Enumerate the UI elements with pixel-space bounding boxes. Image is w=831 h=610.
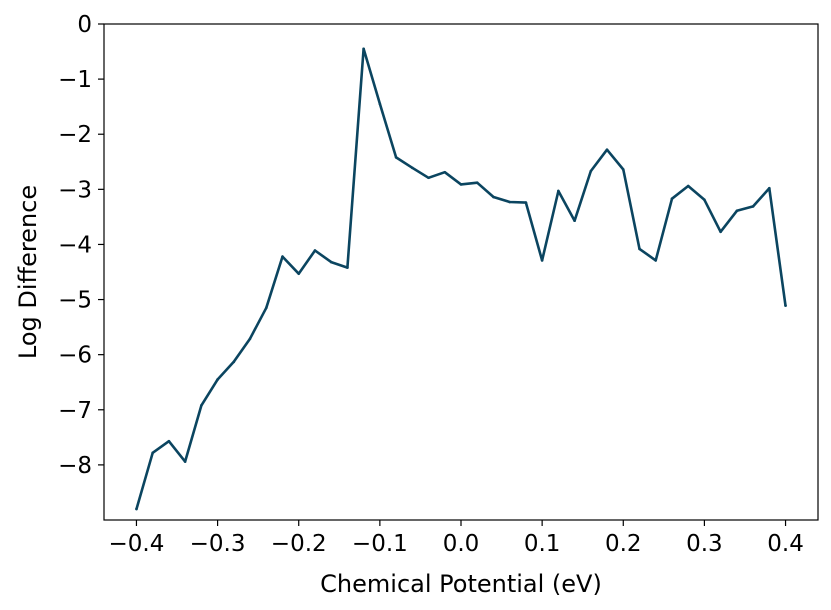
x-axis-ticks: −0.4 −0.3 −0.2 −0.1 0.0 0.1 0.2 0.3 0.4 [109, 520, 804, 557]
data-point [475, 181, 479, 185]
x-tick-label: 0.2 [605, 531, 642, 557]
x-tick-label: 0.0 [443, 531, 480, 557]
y-tick-label: −7 [58, 398, 92, 424]
plot-frame [103, 23, 819, 521]
data-point [443, 170, 447, 174]
data-point [313, 249, 317, 252]
data-point [459, 183, 463, 186]
y-tick-label: −6 [58, 343, 92, 369]
data-point [167, 439, 171, 443]
data-point [573, 219, 576, 223]
x-tick-label: −0.2 [271, 531, 327, 557]
data-point [719, 230, 722, 234]
x-tick-label: 0.1 [524, 531, 561, 557]
y-tick-label: −5 [58, 288, 92, 314]
data-point [151, 451, 154, 455]
data-point [394, 156, 398, 159]
x-tick-label: −0.1 [352, 531, 408, 557]
data-point [654, 259, 658, 262]
y-tick-label: −4 [58, 232, 92, 258]
y-tick-label: −2 [58, 122, 92, 148]
data-point [135, 507, 138, 511]
data-point [281, 255, 284, 258]
data-point [216, 378, 219, 381]
data-point [735, 209, 739, 213]
data-point [264, 306, 268, 310]
y-tick-label: −8 [58, 453, 92, 479]
data-point [411, 166, 414, 170]
series-line [135, 47, 787, 511]
data-point [362, 47, 365, 51]
x-tick-label: 0.4 [767, 531, 804, 557]
x-axis-label: Chemical Potential (eV) [320, 570, 602, 598]
y-axis-ticks: 0 −1 −2 −3 −4 −5 −6 −7 −8 [58, 12, 104, 479]
x-tick-label: −0.4 [109, 531, 165, 557]
y-tick-label: −1 [58, 67, 92, 93]
data-point [621, 168, 625, 171]
data-point [768, 186, 771, 190]
y-axis-label: Log Difference [14, 185, 42, 359]
data-point [524, 201, 528, 204]
data-point [605, 148, 609, 151]
data-point [329, 260, 333, 264]
data-point [751, 205, 755, 208]
data-point [589, 169, 593, 173]
data-point [784, 304, 787, 307]
data-point [427, 176, 430, 180]
data-point [232, 360, 236, 364]
data-point [200, 404, 203, 407]
data-point [670, 197, 674, 201]
data-point [378, 102, 382, 106]
data-point [557, 189, 560, 193]
x-tick-label: −0.3 [190, 531, 246, 557]
data-point [540, 259, 544, 262]
data-point [703, 198, 706, 202]
data-point [508, 200, 511, 204]
y-tick-label: 0 [77, 12, 92, 38]
data-point [248, 337, 252, 340]
data-point [638, 247, 641, 251]
data-point [183, 460, 187, 463]
data-point [297, 272, 301, 275]
x-tick-label: 0.3 [686, 531, 723, 557]
data-point [686, 184, 690, 188]
data-point [492, 195, 495, 199]
data-point [346, 266, 349, 269]
y-tick-label: −3 [58, 177, 92, 203]
